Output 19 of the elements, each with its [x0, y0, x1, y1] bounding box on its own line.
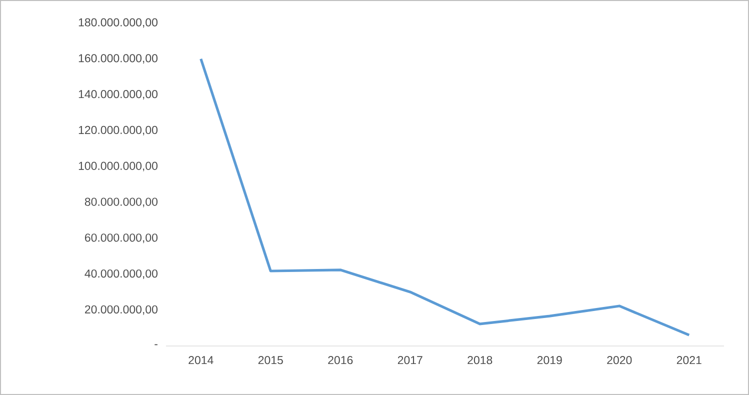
- y-tick-label: 80.000.000,00: [84, 198, 158, 208]
- y-tick-label: 100.000.000,00: [78, 162, 158, 172]
- x-tick-label: 2021: [676, 356, 702, 364]
- y-tick-label: 160.000.000,00: [78, 54, 158, 64]
- y-tick-label: 120.000.000,00: [78, 126, 158, 136]
- y-tick-label: -: [154, 344, 158, 346]
- x-tick-label: 2016: [328, 356, 353, 364]
- y-tick-label: 180.000.000,00: [78, 18, 158, 28]
- y-tick-label: 40.000.000,00: [84, 269, 158, 279]
- x-tick-label: 2015: [258, 356, 283, 364]
- y-tick-label: 140.000.000,00: [78, 90, 158, 100]
- y-tick-label: 60.000.000,00: [85, 234, 158, 244]
- x-tick-label: 2020: [607, 356, 632, 364]
- line-series: [200, 58, 690, 336]
- x-tick-label: 2017: [398, 356, 422, 364]
- x-tick-label: 2019: [537, 356, 562, 364]
- y-tick-label: 20.000.000,00: [85, 305, 158, 315]
- x-tick-label: 2014: [188, 356, 214, 364]
- x-tick-label: 2018: [468, 356, 492, 364]
